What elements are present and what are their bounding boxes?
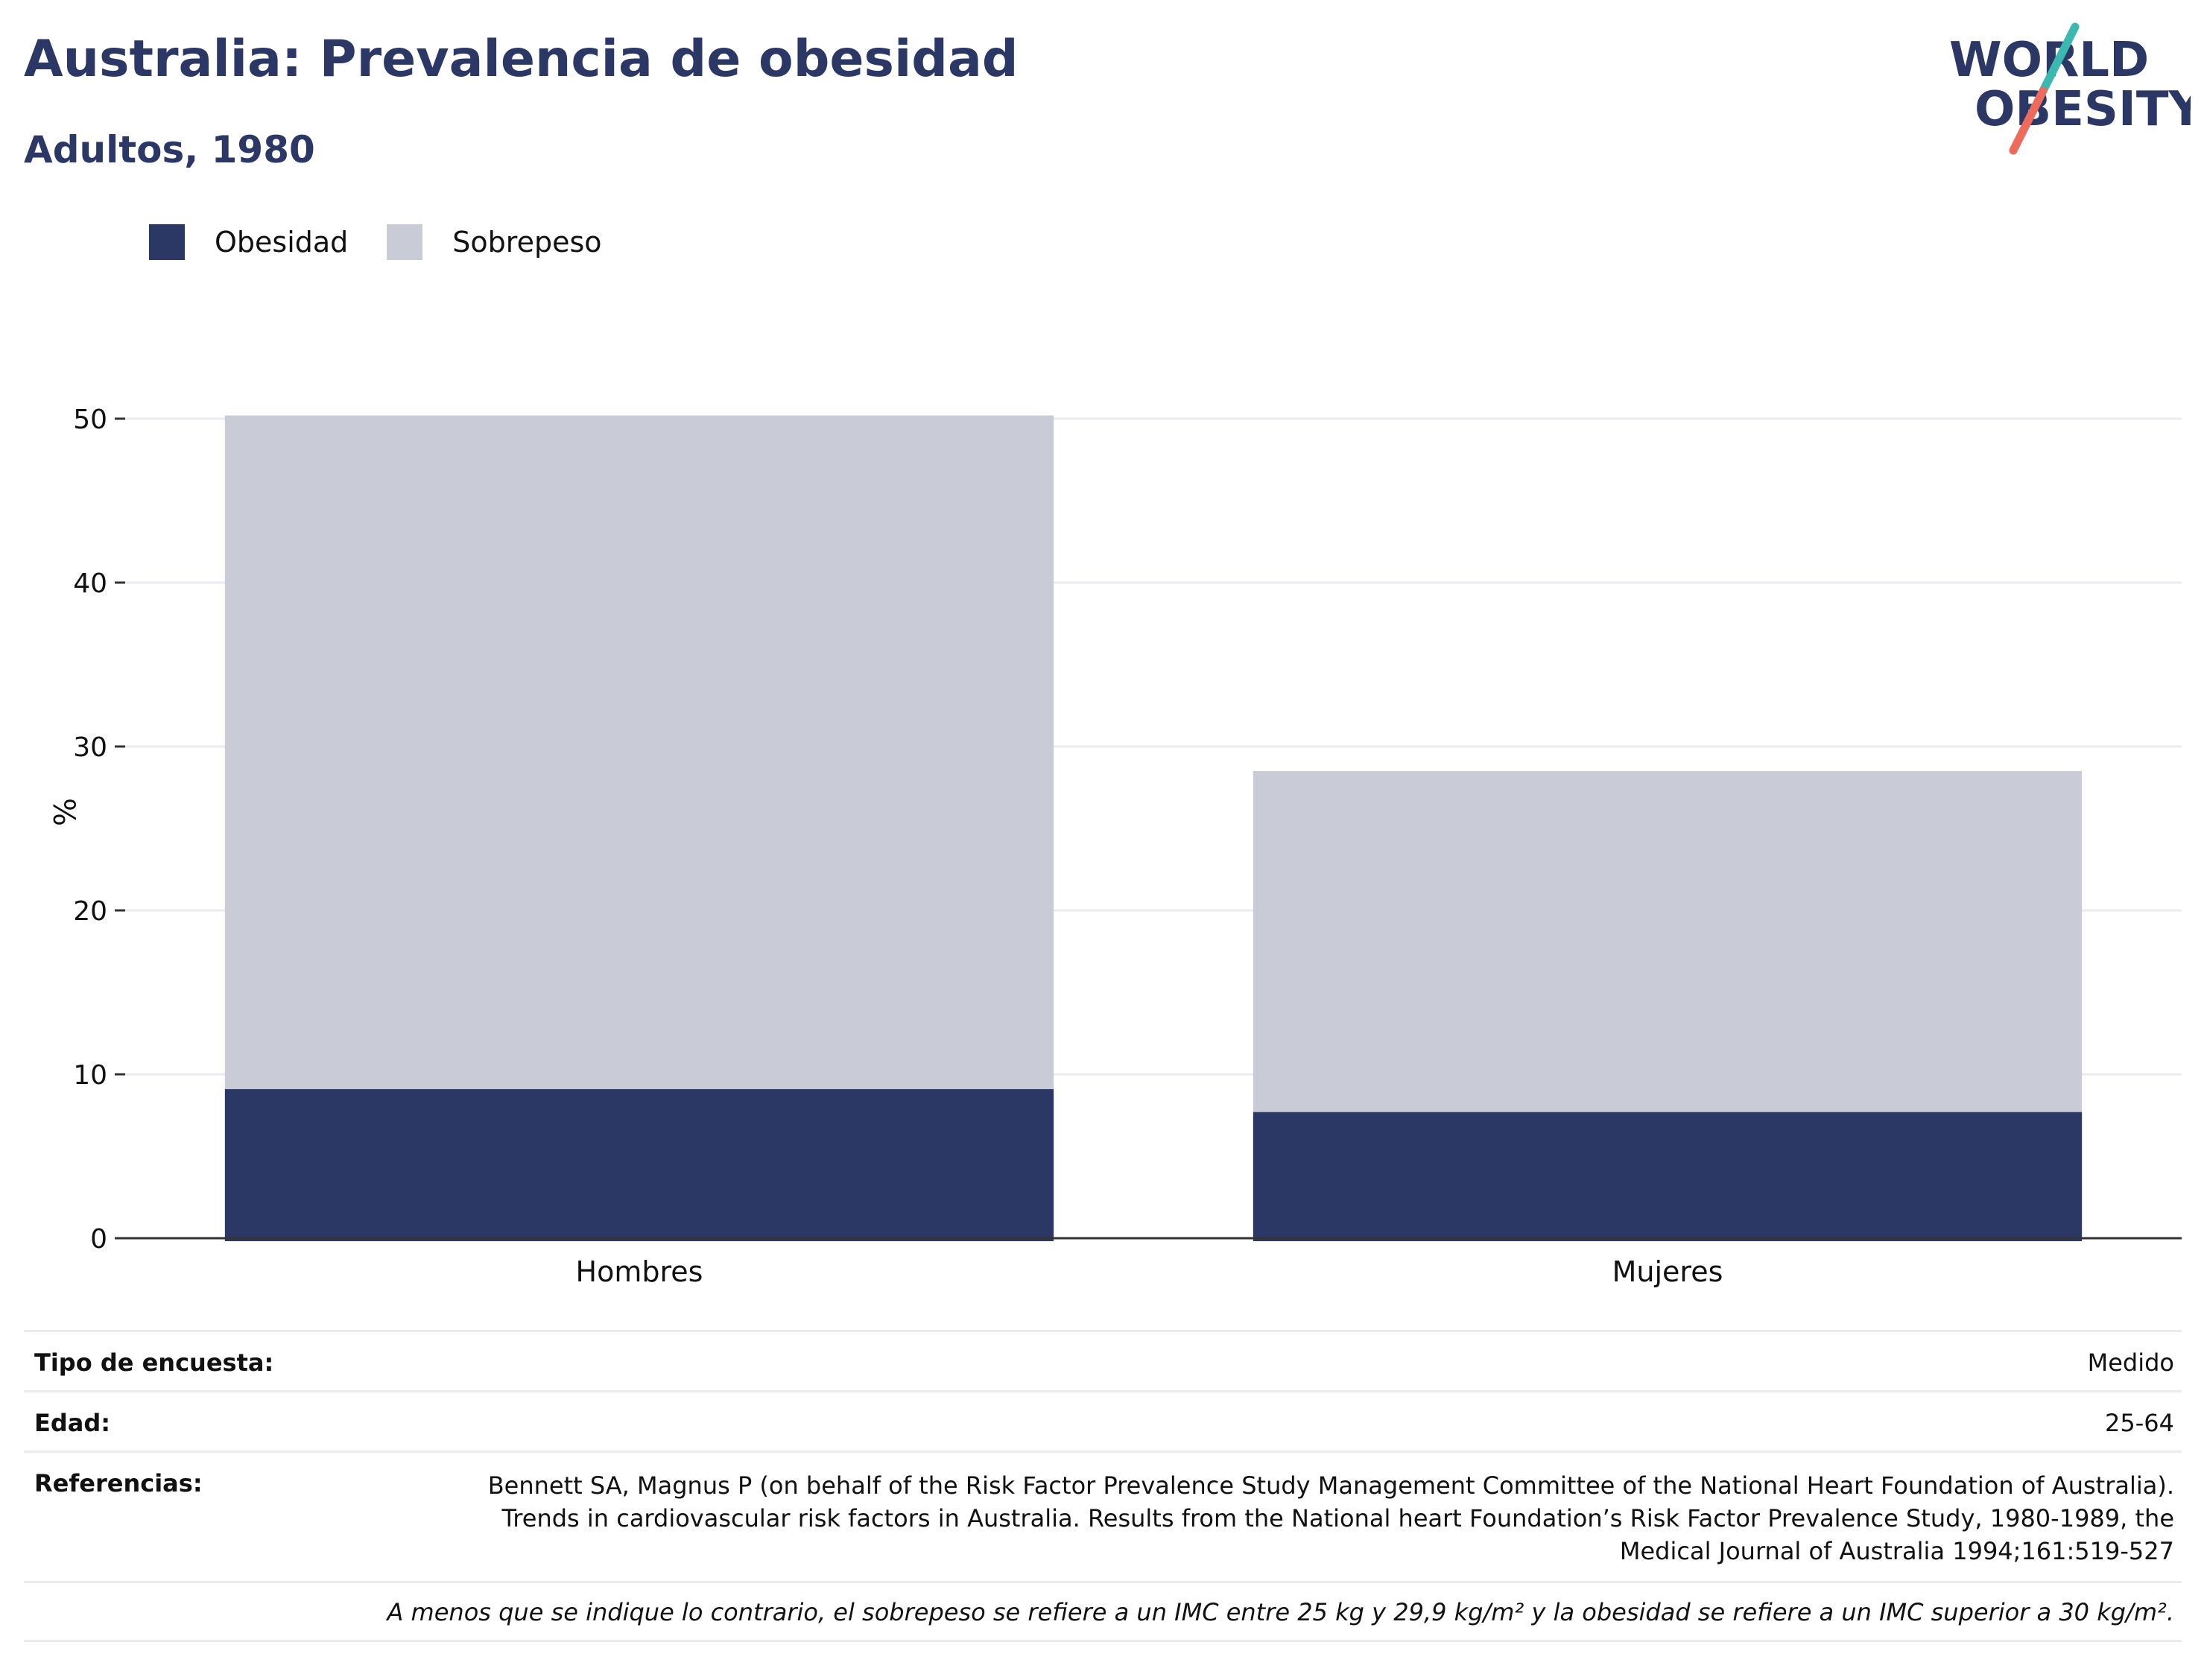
info-table: Tipo de encuesta: Medido Edad: 25-64 Ref… xyxy=(24,1330,2182,1642)
y-axis-title: % xyxy=(46,798,80,826)
info-age-value: 25-64 xyxy=(2105,1409,2174,1437)
bar-obesity-hombres xyxy=(224,1088,1054,1241)
footnote: A menos que se indique lo contrario, el … xyxy=(24,1581,2182,1642)
x-tick-label: Mujeres xyxy=(1612,1255,1723,1288)
info-survey-type-value: Medido xyxy=(2087,1348,2174,1377)
bar-obesity-mujeres xyxy=(1253,1112,2083,1241)
y-tick-label: 30 xyxy=(73,732,107,763)
chart-title: Australia: Prevalencia de obesidad xyxy=(24,30,1019,89)
info-references-value: Bennett SA, Magnus P (on behalf of the R… xyxy=(487,1471,2174,1565)
x-tick-label: Hombres xyxy=(576,1255,703,1288)
info-age-label: Edad: xyxy=(34,1409,111,1437)
legend-label-overweight: Sobrepeso xyxy=(452,226,602,259)
y-tick-label: 10 xyxy=(73,1060,107,1091)
info-references-label: Referencias: xyxy=(34,1469,203,1497)
info-survey-type-label: Tipo de encuesta: xyxy=(34,1348,274,1377)
stacked-bar-chart: 0 10 20 30 40 50% Hombres Mujeres xyxy=(46,405,2182,1288)
chart-legend: Obesidad Sobrepeso xyxy=(149,220,641,264)
chart-subtitle: Adultos, 1980 xyxy=(24,128,315,171)
logo-slash-coral xyxy=(2009,86,2048,155)
world-obesity-logo: WORLD OBESITY xyxy=(1949,22,2191,155)
legend-item-obesity[interactable]: Obesidad xyxy=(149,224,348,260)
legend-item-overweight[interactable]: Sobrepeso xyxy=(387,224,602,260)
y-tick-label: 20 xyxy=(73,896,107,927)
y-tick-label: 50 xyxy=(73,405,107,435)
legend-label-obesity: Obesidad xyxy=(215,226,349,259)
logo-slash-teal xyxy=(2039,22,2080,95)
y-tick-label: 40 xyxy=(73,568,107,599)
bar-overweight-hombres xyxy=(224,415,1054,1089)
legend-swatch-overweight xyxy=(387,224,423,260)
y-tick-label: 0 xyxy=(90,1224,107,1255)
info-row-survey-type: Tipo de encuesta: Medido xyxy=(24,1330,2182,1390)
legend-swatch-obesity xyxy=(149,224,185,260)
info-row-age: Edad: 25-64 xyxy=(24,1390,2182,1451)
logo-obesity-text: OBESITY xyxy=(1975,82,2191,137)
info-row-references: Referencias: Bennett SA, Magnus P (on be… xyxy=(24,1451,2182,1581)
bar-overweight-mujeres xyxy=(1253,771,2083,1112)
